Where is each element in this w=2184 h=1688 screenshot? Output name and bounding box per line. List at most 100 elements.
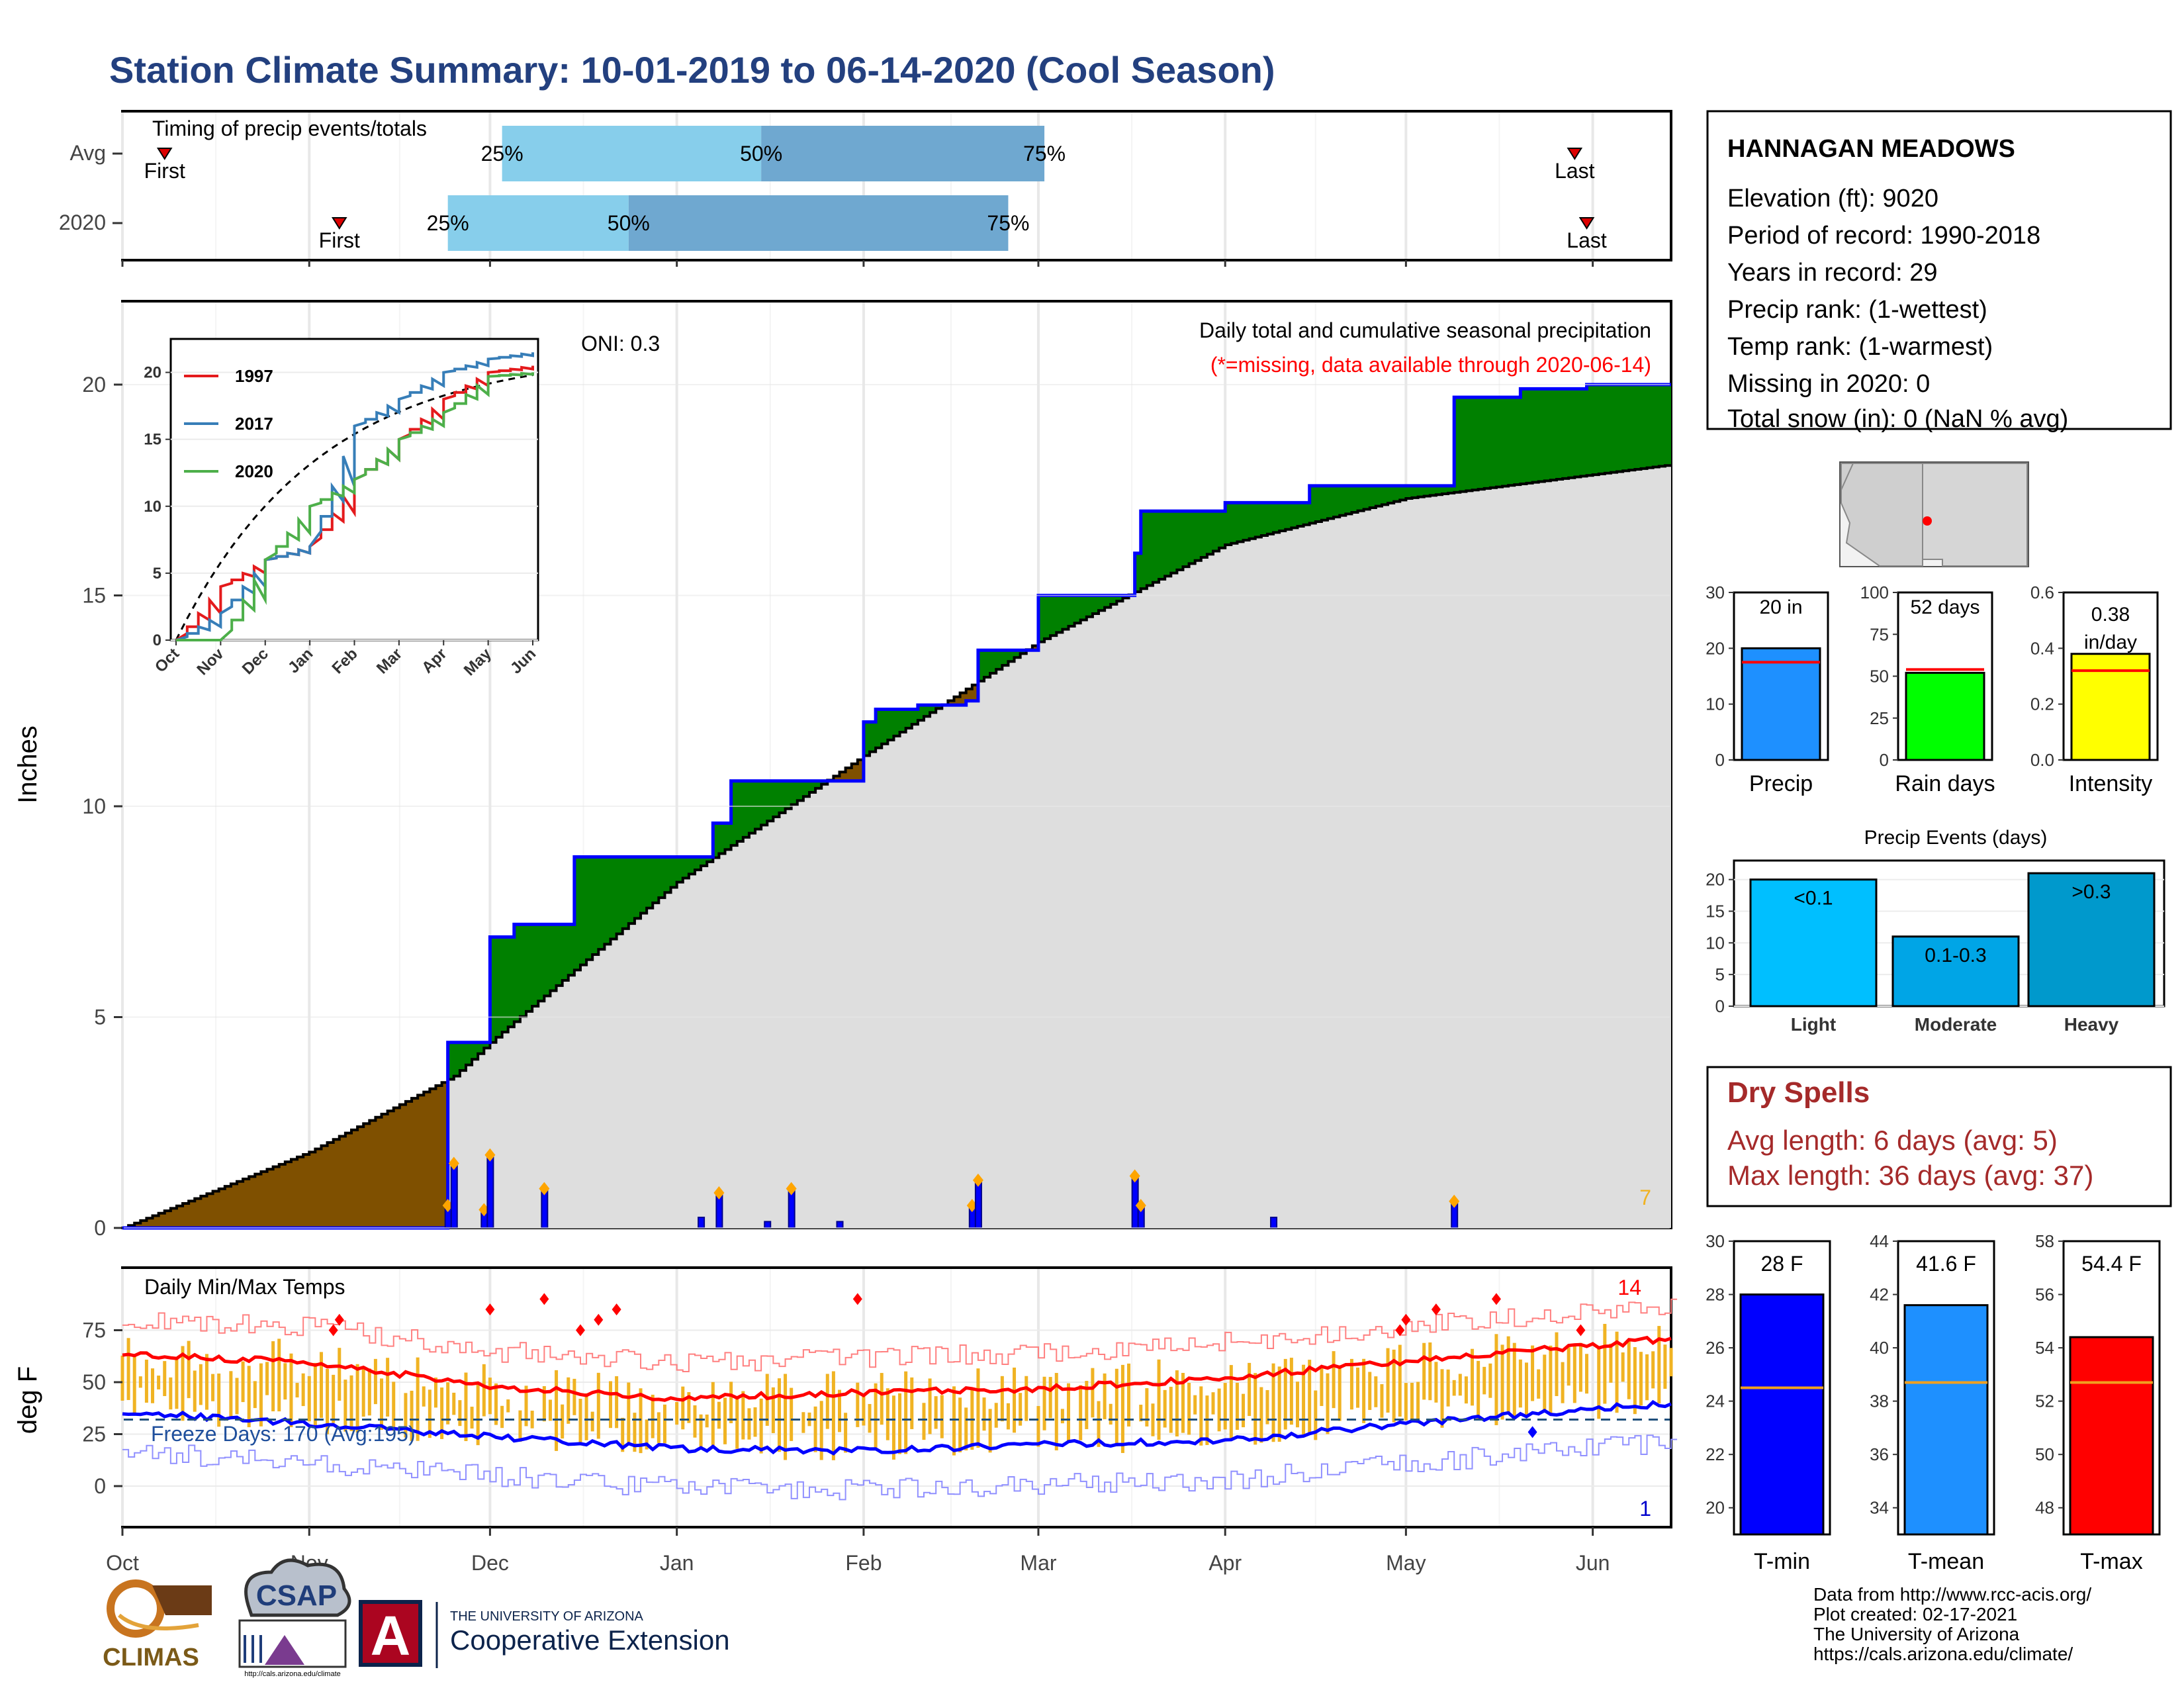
daily-temp-bar — [144, 1359, 148, 1403]
mini-bar-tick-label: 0.4 — [2030, 638, 2054, 658]
main-plot — [122, 383, 1672, 1230]
daily-temp-bar — [1555, 1332, 1559, 1397]
footer-data-source: Data from http://www.rcc-acis.org/ — [1813, 1584, 2091, 1605]
daily-temp-bar — [169, 1377, 173, 1410]
daily-temp-bar — [1024, 1376, 1028, 1421]
daily-temp-bar — [470, 1407, 474, 1429]
station-location-marker — [1923, 516, 1932, 526]
daily-temp-bar — [1169, 1386, 1173, 1433]
daily-temp-bar — [1603, 1323, 1607, 1404]
temp-bar-tick-label: 50 — [2035, 1444, 2054, 1464]
mini-bar-precip — [1741, 647, 1821, 761]
daily-temp-bar — [615, 1376, 619, 1429]
daily-temp-bar — [1060, 1409, 1064, 1424]
temp-bar-t-min — [1739, 1293, 1825, 1536]
climatology-area — [122, 465, 1671, 1228]
daily-temp-bar — [1157, 1359, 1161, 1440]
daily-temp-bar — [157, 1376, 161, 1389]
daily-temp-bar — [464, 1372, 468, 1441]
inset-series-line-2017 — [175, 352, 534, 641]
daily-temp-bar — [675, 1401, 679, 1425]
daily-temp-bar — [1163, 1389, 1167, 1428]
daily-temp-bar — [1572, 1343, 1576, 1403]
temp-bar-t-mean — [1903, 1304, 1989, 1536]
daily-temp-bar — [1512, 1342, 1516, 1419]
daily-temp-bar — [326, 1368, 330, 1434]
daily-temp-bar — [1392, 1349, 1396, 1423]
daily-temp-bar — [838, 1389, 842, 1432]
daily-temp-bar — [524, 1385, 528, 1427]
daily-temp-bar — [494, 1383, 498, 1425]
daily-temp-bar — [886, 1388, 889, 1440]
mini-bar-value: 0.38 — [2091, 604, 2130, 626]
footer-url: https://cals.arizona.edu/climate/ — [1813, 1644, 2073, 1664]
daily-temp-bar — [1000, 1376, 1004, 1422]
daily-temp-bar — [711, 1382, 715, 1449]
daily-temp-bar — [1561, 1362, 1565, 1403]
daily-temp-bar — [657, 1412, 660, 1443]
page-title: Station Climate Summary: 10-01-2019 to 0… — [109, 49, 1275, 91]
daily-temp-bar — [1151, 1403, 1155, 1436]
daily-temp-bar — [1398, 1344, 1402, 1417]
daily-temp-bar — [361, 1366, 365, 1417]
daily-temp-bar — [1253, 1373, 1257, 1445]
daily-temp-bar — [482, 1364, 486, 1417]
daily-temp-bar — [1531, 1345, 1535, 1401]
daily-temp-bar — [1446, 1369, 1450, 1407]
daily-temp-bar — [1048, 1377, 1052, 1419]
record-max-line — [122, 1298, 1678, 1373]
daily-temp-bar — [1054, 1373, 1058, 1451]
daily-temp-bar — [1145, 1388, 1149, 1427]
heavy-event-marker — [966, 1199, 978, 1213]
timing-p75-label: 75% — [1023, 142, 1066, 165]
daily-temp-bar — [856, 1382, 860, 1427]
station-years: Years in record: 29 — [1727, 259, 1938, 287]
daily-temp-bar — [753, 1407, 757, 1437]
daily-temp-bar — [380, 1378, 384, 1430]
daily-temp-bar — [1265, 1389, 1269, 1425]
daily-temp-bar — [283, 1363, 287, 1400]
daily-temp-bar — [1578, 1342, 1582, 1392]
daily-temp-bar — [446, 1382, 450, 1425]
dry-spells-max: Max length: 36 days (avg: 37) — [1727, 1160, 2093, 1191]
daily-temp-bar — [621, 1417, 625, 1452]
last-event-marker — [1567, 148, 1583, 160]
daily-temp-bar — [1229, 1365, 1233, 1439]
heavy-event-marker — [713, 1186, 725, 1200]
heavy-event-marker — [448, 1156, 459, 1170]
daily-temp-bar — [518, 1410, 522, 1442]
timing-p50-label: 50% — [740, 142, 782, 165]
daily-temp-bar — [904, 1371, 908, 1454]
events-plot: 0 5 10 15 20 <0.1 Light 0.1-0.3 Moderate >0.3 Heav… — [1706, 870, 2164, 1035]
daily-temp-bar — [265, 1362, 269, 1395]
temp-bar-value: 41.6 F — [1916, 1252, 1976, 1276]
temp-bar-tick-label: 34 — [1870, 1498, 1889, 1518]
daily-temp-bar — [880, 1373, 884, 1425]
daily-precip-bar — [541, 1189, 549, 1229]
daily-temp-bar — [199, 1364, 203, 1405]
precip-events-chart: Precip Events (days) 0 5 10 15 20 <0.1 Light 0.… — [1706, 827, 2165, 1035]
daily-temp-bar — [1609, 1343, 1613, 1383]
x-tick-label-mar: Mar — [1020, 1551, 1056, 1575]
daily-temp-bar — [1494, 1334, 1498, 1425]
daily-temp-bar — [1127, 1363, 1131, 1427]
daily-temp-bar — [1066, 1383, 1070, 1442]
daily-temp-bar — [741, 1391, 745, 1440]
daily-temp-bar — [1452, 1380, 1456, 1396]
x-tick-label-feb: Feb — [845, 1551, 882, 1575]
daily-temp-bar — [567, 1377, 570, 1424]
inset-y-tick-label: 20 — [144, 364, 161, 382]
temp-y-tick-label: 75 — [82, 1319, 106, 1342]
x-tick-label-jan: Jan — [660, 1551, 694, 1575]
daily-temp-bar — [132, 1355, 136, 1414]
first-event-label: First — [144, 159, 185, 183]
mini-bar-tick-label: 30 — [1706, 583, 1725, 602]
daily-temp-bar — [392, 1382, 396, 1431]
footer-university: The University of Arizona — [1813, 1624, 2020, 1644]
daily-temp-bar — [1567, 1347, 1570, 1386]
heavy-event-marker — [484, 1148, 496, 1162]
daily-temp-bar — [410, 1390, 414, 1442]
locator-map — [1839, 461, 2029, 567]
mini-bar-tick-label: 50 — [1870, 667, 1889, 686]
daily-precip-bar — [1131, 1176, 1139, 1229]
